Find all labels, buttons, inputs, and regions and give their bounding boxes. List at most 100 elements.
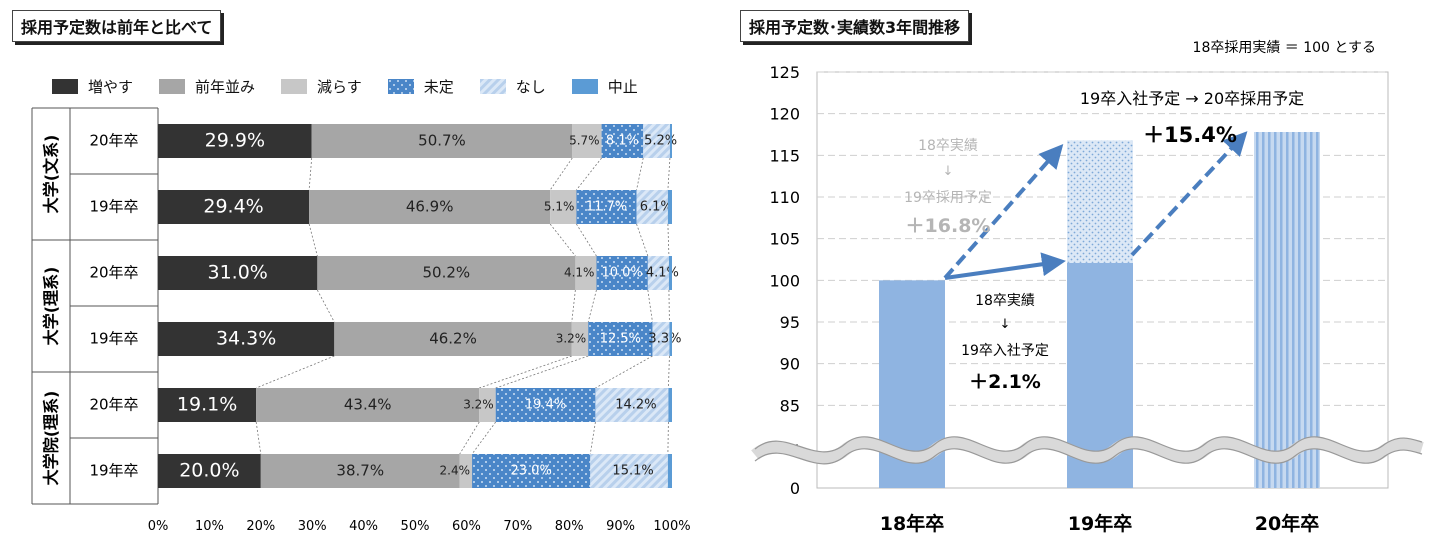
left-axis-frame xyxy=(31,107,159,505)
data-label: 29.9% xyxy=(205,130,265,152)
annotation-mid-pct: ＋2.1% xyxy=(969,371,1041,393)
axis-break-wave-outline-2 xyxy=(754,448,1423,465)
bar-segment xyxy=(459,454,473,488)
x-tick-100: 100% xyxy=(653,519,690,534)
annotation-gray-pct: ＋16.8% xyxy=(906,215,991,237)
connector-line xyxy=(589,421,596,455)
bar-segment xyxy=(260,454,460,488)
y-tick-label: 95 xyxy=(780,313,800,332)
group-label-bunkei: 大学(文系) xyxy=(42,135,61,214)
legend-item-cancel: 中止 xyxy=(571,76,638,97)
x-tick-labels: 0% 10% 20% 30% 40% 50% 60% 70% 80% 90% 1… xyxy=(148,519,691,534)
y-tick-label: 90 xyxy=(780,355,800,374)
bar-segment xyxy=(334,322,572,356)
category-label: 19年卒 xyxy=(89,198,138,216)
category-label: 20年卒 xyxy=(89,132,138,150)
data-label: 10.0% xyxy=(601,266,642,281)
bar-segment xyxy=(158,322,335,356)
data-label: 15.1% xyxy=(612,464,653,479)
bar-segment xyxy=(158,190,310,224)
arrow-18-to-19-plan xyxy=(943,144,1064,280)
bar-segment xyxy=(643,124,670,158)
x-tick-60: 60% xyxy=(452,519,481,534)
bar-segment xyxy=(669,322,672,356)
category-label: 19年卒 xyxy=(89,330,138,348)
bar-segment xyxy=(158,454,261,488)
axis-break-wave xyxy=(751,436,1424,464)
category-label: 20年卒 xyxy=(89,396,138,414)
connector-line xyxy=(255,421,262,455)
x-tick-label: 19年卒 xyxy=(1068,512,1132,535)
x-tick-20: 20% xyxy=(246,519,275,534)
axis-break-wave-outline xyxy=(754,436,1423,453)
x-tick-50: 50% xyxy=(401,519,430,534)
y-tick-label: 85 xyxy=(780,396,800,415)
connector-line xyxy=(479,355,572,389)
bar-segment xyxy=(576,190,637,224)
y-tick-label: 115 xyxy=(769,146,800,165)
x-tick-40: 40% xyxy=(349,519,378,534)
legend-item-increase: 増やす xyxy=(52,76,133,97)
connector-line xyxy=(471,421,497,455)
legend-item-none: なし xyxy=(479,76,546,97)
x-tick-label: 18年卒 xyxy=(880,512,944,535)
data-label: 50.2% xyxy=(423,264,471,282)
y-tick-label: 100 xyxy=(769,271,800,290)
x-tick-0: 0% xyxy=(148,519,169,534)
annotation-mid-arrow: ↓ xyxy=(1000,317,1011,332)
data-label: 34.3% xyxy=(216,328,276,350)
data-label: 14.2% xyxy=(615,398,656,413)
data-label: 4.1% xyxy=(564,266,595,280)
data-label: 20.0% xyxy=(179,460,239,482)
group-label-rikei: 大学(理系) xyxy=(42,267,61,346)
legend-swatch-undecided xyxy=(387,79,414,94)
legend-label-decrease: 減らす xyxy=(317,78,362,96)
data-label: 4.1% xyxy=(646,266,679,281)
x-tick-label: 20年卒 xyxy=(1255,512,1319,535)
legend-item-decrease: 減らす xyxy=(281,76,362,97)
connector-line xyxy=(308,157,313,191)
legend-swatch-increase xyxy=(52,79,78,94)
x-tick-90: 90% xyxy=(606,519,635,534)
bar-segment xyxy=(652,322,670,356)
annotation-mid-line1: 18卒実績 xyxy=(975,293,1035,309)
connector-line xyxy=(459,421,480,455)
bar-segment xyxy=(575,256,597,290)
bar-segment xyxy=(647,256,669,290)
category-label: 19年卒 xyxy=(89,462,138,480)
connector-line xyxy=(571,289,576,323)
bar-segment xyxy=(596,256,648,290)
bar-segment xyxy=(667,454,672,488)
connector-line xyxy=(495,355,589,389)
data-label: 3.2% xyxy=(556,332,587,346)
legend-swatch-decrease xyxy=(281,79,308,94)
legend-label-undecided: 未定 xyxy=(423,78,454,96)
data-label: 3.3% xyxy=(648,332,681,347)
legend-label-none: なし xyxy=(515,78,546,96)
bar-segment xyxy=(571,322,589,356)
data-label: 11.7% xyxy=(586,200,627,215)
data-label: 46.9% xyxy=(406,198,454,216)
bar-segment xyxy=(601,124,644,158)
bar-segment xyxy=(667,190,672,224)
connector-line xyxy=(316,289,335,323)
connector-line xyxy=(668,355,670,389)
bar-segment xyxy=(317,256,576,290)
bar-segment xyxy=(309,190,551,224)
connector-line xyxy=(636,157,644,191)
bar-segment xyxy=(588,322,653,356)
category-label: 20年卒 xyxy=(89,264,138,282)
data-label: 29.4% xyxy=(203,196,263,218)
bar-segment xyxy=(495,388,596,422)
data-label: 8.1% xyxy=(606,134,639,149)
data-label: 3.2% xyxy=(463,398,494,412)
annotation-mid-line2: 19卒入社予定 xyxy=(961,343,1049,359)
bar-segment xyxy=(636,190,668,224)
connector-line xyxy=(308,223,318,257)
annotation-gray-line2: 19卒採用予定 xyxy=(904,190,992,206)
bar xyxy=(1067,140,1133,263)
annotation-top: 19卒入社予定 → 20卒採用予定 xyxy=(1080,89,1304,108)
bar-segment xyxy=(590,454,668,488)
y-tick-label: 125 xyxy=(769,63,800,82)
left-stacked-bar-chart: 大学(文系) 大学(理系) 大学院(理系) 0% 10% 20% 30% 40%… xyxy=(31,107,691,534)
